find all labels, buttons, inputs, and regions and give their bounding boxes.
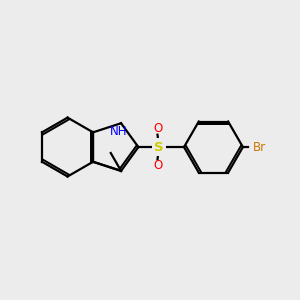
Text: S: S (154, 141, 164, 154)
Text: Br: Br (253, 141, 266, 154)
Text: O: O (154, 122, 163, 135)
Text: NH: NH (110, 125, 128, 138)
Text: O: O (154, 159, 163, 172)
